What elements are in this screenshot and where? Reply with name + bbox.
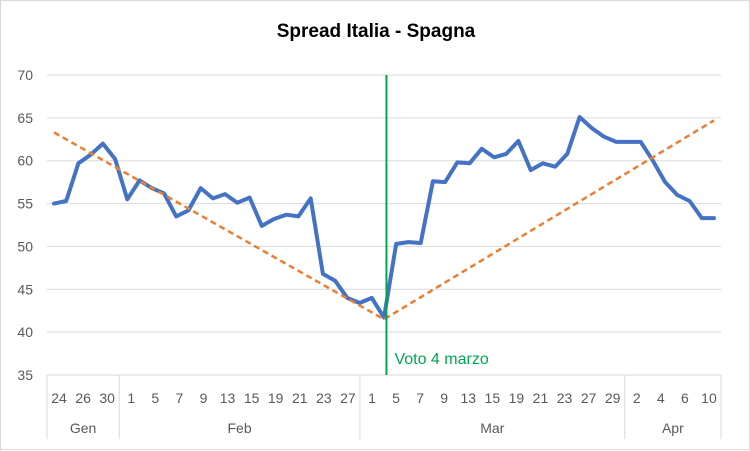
y-tick-label: 70 — [17, 67, 33, 83]
x-tick-label: 13 — [460, 390, 476, 406]
x-tick-label: 27 — [581, 390, 597, 406]
x-tick-label: 30 — [99, 390, 115, 406]
chart-title: Spread Italia - Spagna — [276, 21, 476, 42]
x-tick-label: 27 — [340, 390, 356, 406]
x-tick-label: 5 — [151, 390, 159, 406]
x-tick-label: 7 — [175, 390, 183, 406]
month-label: Mar — [480, 420, 504, 436]
x-tick-label: 1 — [368, 390, 376, 406]
month-label: Gen — [70, 420, 96, 436]
x-tick-label: 21 — [533, 390, 549, 406]
x-tick-label: 7 — [416, 390, 424, 406]
x-tick-label: 2 — [633, 390, 641, 406]
x-tick-label: 13 — [220, 390, 236, 406]
x-tick-label: 9 — [200, 390, 208, 406]
x-tick-label: 4 — [657, 390, 665, 406]
x-tick-label: 23 — [557, 390, 573, 406]
x-tick-label: 15 — [485, 390, 501, 406]
x-tick-label: 15 — [244, 390, 260, 406]
y-tick-label: 50 — [17, 238, 33, 254]
x-tick-label: 26 — [75, 390, 91, 406]
gridlines — [47, 74, 721, 376]
x-tick-label: 19 — [268, 390, 284, 406]
y-tick-label: 45 — [17, 281, 33, 297]
event-label: Voto 4 marzo — [394, 351, 488, 368]
y-tick-label: 65 — [17, 110, 33, 126]
month-label: Apr — [662, 420, 684, 436]
x-tick-label: 29 — [605, 390, 621, 406]
x-tick-label: 9 — [440, 390, 448, 406]
series-lines — [52, 115, 716, 321]
x-tick-label: 1 — [127, 390, 135, 406]
spread-series-line — [52, 115, 716, 320]
month-label: Feb — [228, 420, 252, 436]
x-tick-label: 21 — [292, 390, 308, 406]
y-tick-label: 35 — [17, 367, 33, 383]
x-tick-label: 24 — [51, 390, 67, 406]
x-tick-label: 6 — [681, 390, 689, 406]
y-axis-tick-labels: 35 40 45 50 55 60 65 70 — [17, 67, 33, 383]
y-tick-label: 55 — [17, 196, 33, 212]
x-tick-label: 5 — [392, 390, 400, 406]
x-tick-label: 10 — [701, 390, 717, 406]
y-tick-label: 60 — [17, 153, 33, 169]
x-tick-label: 23 — [316, 390, 332, 406]
event-marker: Voto 4 marzo — [385, 75, 489, 375]
x-axis: 24 26 30 1 5 7 9 13 15 19 21 23 27 1 5 7 9 13 15 19 21 23 27 29… — [46, 375, 722, 439]
y-tick-label: 40 — [17, 324, 33, 340]
x-tick-label: 19 — [509, 390, 525, 406]
